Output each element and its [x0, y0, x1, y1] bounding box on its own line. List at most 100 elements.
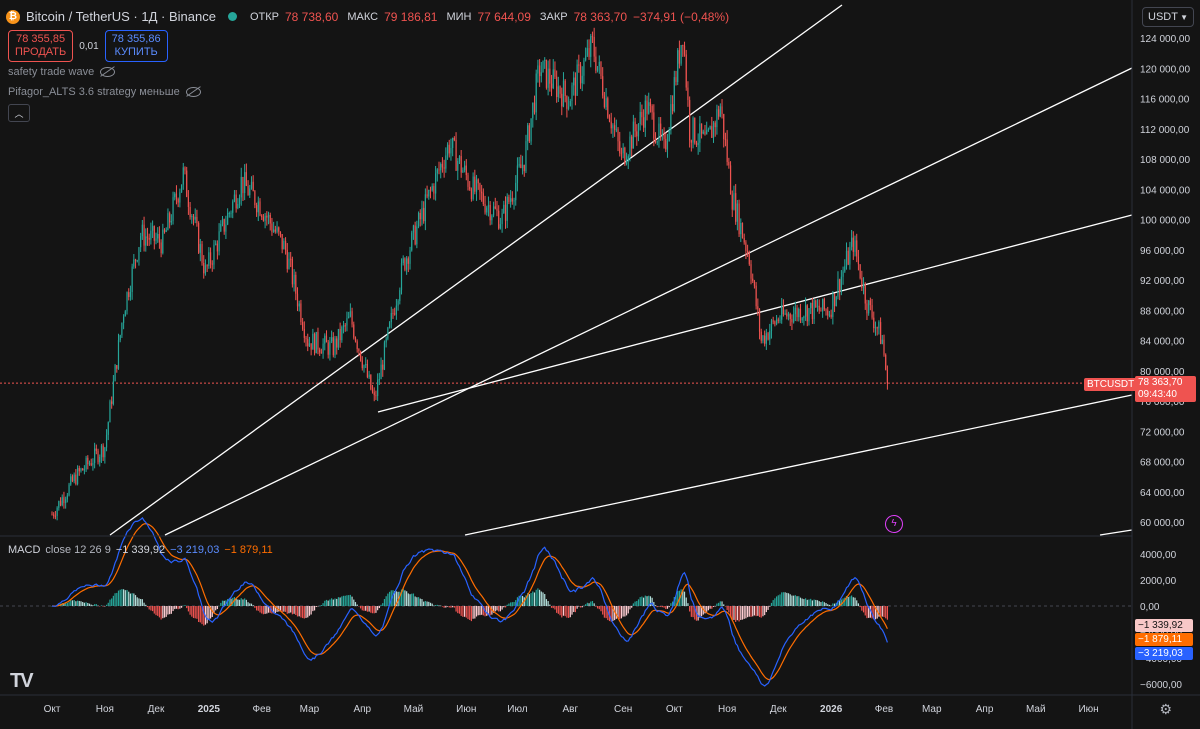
macd-histogram-bar: [504, 606, 507, 608]
macd-legend[interactable]: MACD close 12 26 9 −1 339,92 −3 219,03 −…: [8, 544, 273, 556]
buy-button[interactable]: 78 355,86 КУПИТЬ: [104, 30, 168, 62]
macd-histogram-bar: [187, 606, 189, 612]
candle-body: [308, 343, 311, 347]
collapse-indicators-button[interactable]: ︿: [8, 104, 30, 122]
macd-histogram-bar: [180, 606, 183, 608]
macd-histogram-bar: [755, 606, 757, 617]
candle-body: [680, 45, 682, 64]
macd-histogram-bar: [460, 606, 462, 616]
lightning-icon[interactable]: ϟ: [885, 515, 903, 533]
candle-body: [813, 300, 815, 320]
macd-histogram-bar: [140, 598, 142, 606]
macd-histogram-bar: [620, 606, 623, 619]
candle-body: [366, 364, 369, 378]
macd-histogram-bar: [731, 606, 733, 621]
candle-body: [262, 216, 265, 221]
candle-body: [627, 156, 629, 162]
candle-body: [868, 300, 870, 314]
macd-histogram-bar: [595, 606, 597, 607]
eye-hidden-icon[interactable]: [185, 87, 201, 97]
candle-body: [457, 160, 459, 171]
macd-histogram-bar: [262, 606, 265, 615]
macd-histogram-bar: [419, 598, 421, 606]
macd-histogram-bar: [544, 594, 546, 606]
candle-body: [885, 354, 887, 370]
macd-histogram-bar: [307, 606, 309, 618]
candle-body: [707, 129, 709, 131]
macd-histogram-bar: [83, 602, 85, 606]
candle-body: [218, 231, 220, 252]
candle-body: [873, 317, 875, 329]
candle-body: [419, 212, 421, 220]
macd-histogram-bar: [145, 604, 147, 606]
macd-histogram-bar: [424, 600, 426, 606]
symbol-title[interactable]: Bitcoin / TetherUS · 1Д · Binance: [26, 9, 216, 24]
macd-histogram-bar: [513, 601, 515, 606]
candle-body: [365, 364, 367, 366]
candle-body: [341, 327, 343, 341]
candle-body: [690, 140, 692, 143]
candle-body: [571, 85, 573, 102]
trend-line[interactable]: [1099, 529, 1133, 536]
candle-body: [479, 183, 481, 192]
macd-histogram-bar: [174, 606, 176, 610]
candle-body: [588, 48, 590, 57]
macd-histogram-bar: [264, 606, 266, 614]
candle-body: [869, 300, 871, 306]
macd-histogram-bar: [170, 606, 172, 614]
macd-line: [51, 516, 888, 687]
candle-body: [160, 242, 162, 254]
macd-histogram-bar: [578, 606, 580, 607]
macd-histogram-bar: [392, 590, 394, 606]
price-axis-panel[interactable]: [1132, 0, 1200, 729]
candle-body: [395, 305, 397, 315]
candle-body: [489, 204, 491, 221]
macd-histogram-bar: [250, 603, 253, 606]
gear-icon[interactable]: ⚙: [1159, 701, 1172, 717]
candle-body: [259, 201, 261, 216]
macd-histogram-bar: [70, 600, 72, 606]
tradingview-logo-icon[interactable]: TV: [10, 670, 34, 692]
macd-line-value: −3 219,03: [170, 544, 220, 556]
trend-line[interactable]: [164, 67, 1133, 536]
candle-body: [796, 307, 798, 318]
macd-histogram-bar: [273, 606, 275, 614]
sell-button[interactable]: 78 355,85 ПРОДАТЬ: [8, 30, 74, 62]
macd-histogram-bar: [769, 606, 771, 607]
indicator-safety-trade-wave[interactable]: safety trade wave: [8, 66, 116, 78]
macd-histogram-bar: [358, 606, 360, 607]
time-tick-label: 2026: [820, 704, 843, 715]
macd-histogram-bar: [830, 605, 832, 607]
candle-body: [542, 60, 544, 73]
eye-hidden-icon[interactable]: [100, 67, 116, 77]
candle-body: [516, 165, 519, 183]
macd-histogram-bar: [583, 605, 585, 607]
candle-body: [228, 212, 230, 214]
candle-body: [781, 305, 783, 320]
candle-body: [201, 244, 203, 263]
time-tick-label: Июн: [1078, 704, 1098, 715]
candle-body: [632, 121, 634, 149]
candle-body: [767, 333, 769, 340]
candle-body: [798, 309, 800, 318]
trend-line[interactable]: [377, 214, 1133, 413]
candle-body: [276, 227, 278, 232]
candle-body: [704, 131, 706, 135]
macd-histogram-bar: [146, 606, 149, 608]
macd-histogram-bar: [729, 606, 732, 617]
macd-histogram-bar: [856, 600, 858, 606]
candle-body: [532, 102, 534, 119]
signal-line-value: −1 879,11: [224, 544, 273, 556]
candle-body: [329, 341, 331, 355]
candle-body: [153, 226, 155, 241]
trend-line[interactable]: [464, 394, 1133, 536]
macd-histogram-bar: [158, 606, 161, 618]
candle-body: [450, 147, 452, 154]
macd-histogram-bar: [266, 606, 268, 614]
indicator-pifagor[interactable]: Pifagor_ALTS 3.6 strategy меньше: [8, 86, 201, 98]
currency-selector[interactable]: USDT ▼: [1142, 7, 1194, 27]
macd-histogram-bar: [233, 597, 236, 606]
time-tick-label: Мар: [300, 704, 320, 715]
trend-line[interactable]: [109, 4, 843, 536]
